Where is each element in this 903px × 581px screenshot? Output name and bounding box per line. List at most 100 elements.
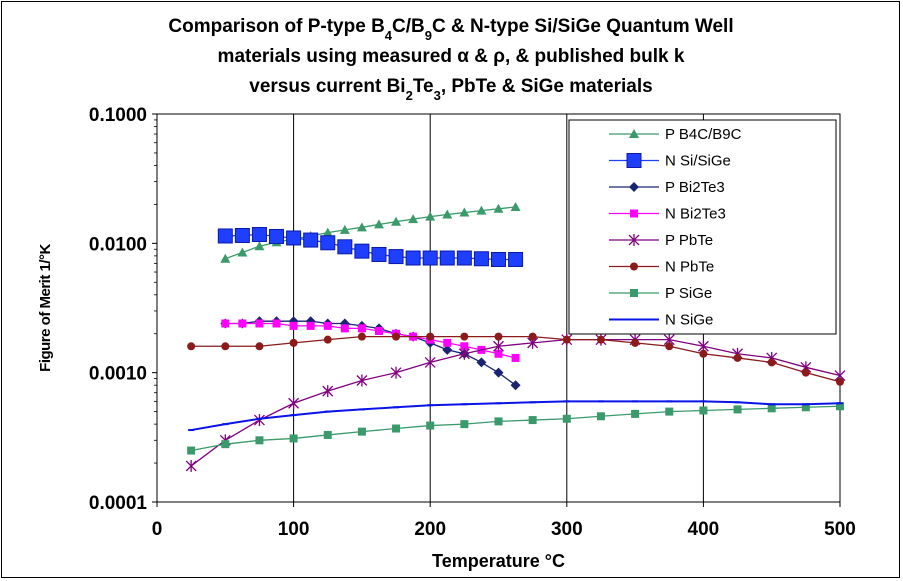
data-point (391, 216, 402, 226)
data-point (238, 319, 247, 328)
x-tick-label: 200 (414, 519, 446, 540)
data-point (187, 446, 196, 455)
x-tick-label: 300 (551, 519, 583, 540)
data-point (442, 344, 453, 355)
data-point (733, 405, 742, 414)
data-point (357, 332, 366, 341)
legend-item: N Bi2Te3 (609, 206, 726, 223)
data-point (665, 407, 674, 416)
data-point (356, 374, 368, 387)
data-point (390, 366, 402, 379)
series-n-pbte (187, 332, 844, 386)
data-point (426, 421, 435, 430)
legend-marker (629, 129, 639, 138)
data-point (408, 214, 419, 224)
title-text: Te (413, 76, 434, 97)
data-point (493, 340, 504, 353)
data-point (255, 436, 264, 445)
data-point (356, 222, 367, 232)
data-point (836, 402, 844, 411)
data-point (322, 385, 334, 398)
data-point (836, 377, 844, 386)
data-point (562, 414, 571, 423)
data-point (442, 209, 453, 219)
x-tick-label: 400 (688, 519, 720, 540)
title-text: / (406, 16, 412, 37)
data-point (562, 335, 571, 344)
legend-label: P PbTe (665, 232, 713, 249)
legend-item: P SiGe (609, 285, 712, 302)
legend-label: P SiGe (665, 285, 712, 302)
data-point (339, 224, 350, 234)
legend-item: N PbTe (609, 259, 714, 276)
y-tick-label: 0.0001 (89, 493, 148, 514)
legend-marker (626, 153, 642, 168)
data-point (357, 324, 366, 333)
data-point (323, 335, 332, 344)
data-point (631, 409, 640, 418)
data-point (289, 434, 298, 443)
data-point (217, 228, 233, 244)
data-point (405, 250, 421, 266)
series-p-sige (187, 402, 844, 455)
data-point (340, 324, 349, 333)
data-point (801, 368, 810, 377)
data-point (254, 241, 265, 251)
data-point (320, 235, 336, 251)
legend-item: N SiGe (609, 312, 713, 329)
title-line: Comparison of P-type B4C/B9C & N-type Si… (168, 16, 733, 43)
data-point (289, 338, 298, 347)
data-point (510, 201, 521, 211)
title-subscript: 3 (434, 88, 441, 103)
data-point (699, 349, 708, 358)
legend-item: N Si/SiGe (609, 153, 731, 170)
axes: 0 100 200 300 400 500 0.1000 0.0100 0.0010 0.0001 (89, 105, 856, 540)
y-tick-label: 0.0010 (89, 364, 147, 385)
chart-title: Comparison of P-type B4C/B9C & N-type Si… (168, 16, 733, 103)
title-subscript: 9 (425, 28, 432, 43)
data-point (426, 332, 435, 341)
title-text: Bi (387, 76, 406, 97)
series-line (190, 400, 841, 432)
data-point (528, 416, 537, 425)
data-point (221, 319, 230, 328)
series-n-si-sige (217, 227, 524, 267)
data-point (443, 338, 452, 347)
legend: P B4C/B9C N Si/SiGe P Bi2Te3 N Bi2Te3 P PbTe… (568, 119, 837, 335)
data-point (253, 414, 265, 427)
x-tick-label: 0 (152, 519, 163, 540)
data-point (388, 249, 404, 265)
data-point (357, 427, 366, 436)
title-text: materials using measured α & ρ, & publis… (218, 46, 685, 67)
series-line (190, 339, 841, 467)
data-point (286, 230, 302, 246)
data-point (508, 251, 524, 267)
data-point (337, 239, 353, 255)
data-point (392, 332, 401, 341)
legend-label: P B4C/B9C (665, 126, 742, 143)
y-tick-label: 0.0100 (89, 234, 147, 255)
data-point (510, 380, 521, 391)
title-text: & N-type Si/SiGe Quantum Well (446, 16, 734, 37)
x-axis-label: Temperature °C (432, 551, 565, 571)
data-point (493, 203, 504, 213)
y-tick-label: 0.1000 (89, 105, 147, 126)
data-point (354, 243, 370, 259)
data-point (665, 342, 674, 351)
data-point (303, 232, 319, 248)
legend-item: P PbTe (609, 232, 713, 249)
series-line (191, 405, 841, 452)
legend-item: P Bi2Te3 (609, 179, 725, 196)
y-axis-label: Figure of Merit 1/°K (37, 244, 54, 372)
data-point (494, 349, 503, 358)
legend-marker (630, 209, 638, 218)
data-point (767, 404, 776, 413)
data-point (425, 211, 436, 221)
title-text: C (392, 16, 406, 37)
data-point (221, 342, 230, 351)
data-point (473, 251, 489, 267)
data-point (458, 347, 470, 360)
legend-label: N Si/SiGe (665, 153, 731, 170)
title-text: versus current (249, 76, 386, 97)
